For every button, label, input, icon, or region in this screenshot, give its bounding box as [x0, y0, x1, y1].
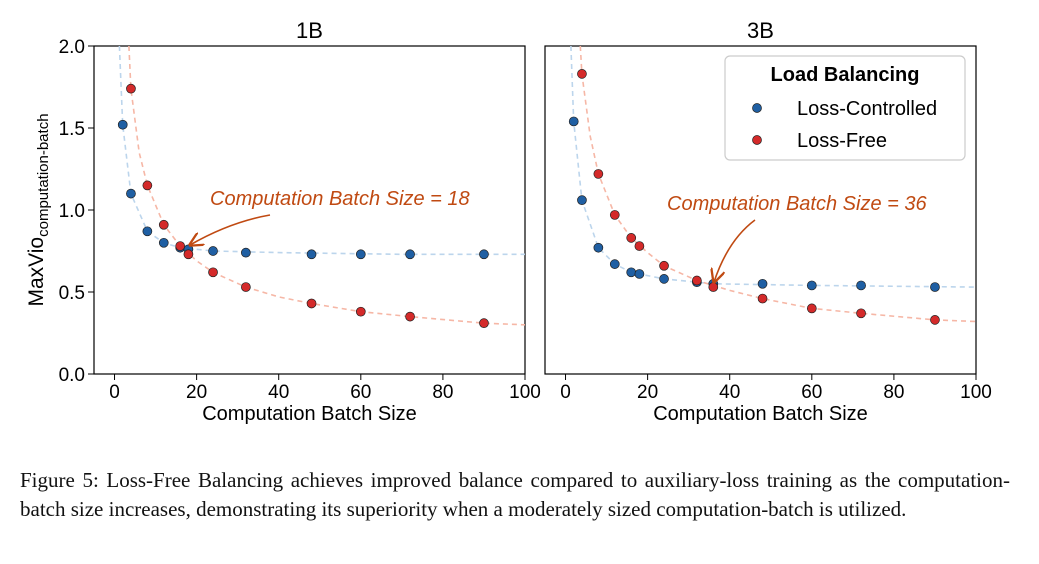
- annotation-arrow: [190, 214, 271, 245]
- x-tick-label: 100: [509, 382, 541, 403]
- data-point-loss-controlled: [405, 249, 415, 260]
- legend-entry-loss-free: Loss-Free: [797, 130, 887, 152]
- data-point-loss-free: [479, 318, 489, 329]
- data-point-loss-free: [692, 275, 702, 286]
- y-tick-label: 1.5: [59, 119, 85, 140]
- y-axis-label: MaxViocomputation-batch: [25, 113, 52, 306]
- x-tick-label: 0: [109, 382, 120, 403]
- x-tick-label: 40: [719, 382, 740, 403]
- x-axis-label: Computation Batch Size: [653, 403, 868, 425]
- data-point-loss-controlled: [355, 249, 366, 260]
- data-point-loss-free: [806, 303, 817, 314]
- data-point-loss-controlled: [856, 280, 866, 291]
- data-point-loss-controlled: [593, 242, 604, 253]
- data-point-loss-free: [593, 169, 604, 179]
- data-point-loss-free: [930, 315, 940, 325]
- x-tick-label: 80: [883, 382, 904, 403]
- y-tick-label: 1.0: [59, 201, 85, 222]
- data-point-loss-free: [757, 293, 768, 304]
- data-point-loss-controlled: [930, 282, 940, 292]
- data-point-loss-controlled: [659, 274, 669, 284]
- x-tick-label: 0: [560, 382, 571, 403]
- data-point-loss-free: [142, 180, 153, 191]
- data-point-loss-free: [175, 241, 186, 251]
- legend: Load Balancing Loss-Controlled Loss-Free: [724, 55, 966, 161]
- data-point-loss-controlled: [634, 269, 645, 279]
- chart-panel: 1B 0 20 40 60 80 100 0.0 0.5 1.0 1.5 2.0 Computation…: [59, 18, 541, 425]
- y-axis-label-subscript: computation-batch: [35, 113, 52, 236]
- data-point-loss-free: [241, 282, 251, 292]
- data-point-loss-free: [405, 311, 415, 322]
- chart-panel: 3B 0 20 40 60 80 100 Computation Batch Size Comp…: [544, 18, 992, 425]
- x-tick-label: 60: [801, 382, 822, 403]
- data-point-loss-free: [626, 233, 637, 243]
- data-point-loss-controlled: [306, 249, 317, 260]
- data-point-loss-free: [577, 69, 587, 79]
- data-point-loss-free: [208, 267, 218, 278]
- plot-frame: [93, 45, 526, 375]
- data-point-loss-free: [634, 241, 645, 251]
- legend-marker-loss-controlled: [752, 103, 762, 113]
- chart-title: 3B: [747, 18, 774, 43]
- data-point-loss-controlled: [806, 280, 817, 291]
- x-tick-label: 80: [432, 382, 453, 403]
- data-point-loss-free: [355, 306, 366, 317]
- data-point-loss-controlled: [142, 226, 153, 237]
- data-point-loss-controlled: [626, 267, 637, 278]
- legend-marker-loss-free: [752, 135, 762, 145]
- plot-frame: [544, 45, 977, 375]
- chart-title: 1B: [296, 18, 323, 43]
- data-point-loss-controlled: [126, 188, 136, 199]
- y-tick-label: 0.5: [59, 283, 85, 304]
- data-point-loss-controlled: [757, 278, 768, 289]
- data-point-loss-controlled: [568, 116, 579, 127]
- data-point-loss-controlled: [609, 259, 620, 269]
- x-axis-label: Computation Batch Size: [202, 403, 417, 425]
- x-tick-label: 100: [960, 382, 992, 403]
- data-point-loss-controlled: [241, 247, 251, 258]
- data-point-loss-controlled: [577, 195, 587, 206]
- x-tick-label: 40: [268, 382, 289, 403]
- annotation-text: Computation Batch Size = 18: [210, 188, 470, 210]
- data-point-loss-controlled: [479, 249, 489, 260]
- trend-line-loss-free: [128, 46, 525, 326]
- data-point-loss-controlled: [158, 237, 169, 248]
- data-point-loss-free: [158, 219, 169, 230]
- y-tick-label: 0.0: [59, 365, 85, 386]
- trend-line-loss-controlled: [118, 46, 525, 256]
- figure-caption: Figure 5: Loss-Free Balancing achieves i…: [20, 468, 1010, 521]
- data-point-loss-free: [659, 260, 669, 271]
- data-point-loss-free: [126, 83, 136, 94]
- annotation-arrow: [714, 219, 756, 282]
- x-tick-label: 20: [186, 382, 207, 403]
- data-point-loss-controlled: [117, 119, 128, 130]
- x-tick-label: 20: [637, 382, 658, 403]
- figure: MaxViocomputation-batch 1B 0 20 40 60 80 100 0.…: [25, 18, 992, 425]
- y-tick-label: 2.0: [59, 37, 85, 58]
- data-point-loss-free: [609, 210, 620, 220]
- data-point-loss-free: [708, 282, 719, 292]
- legend-entry-loss-controlled: Loss-Controlled: [797, 98, 937, 120]
- y-axis-label-main: MaxVio: [25, 237, 48, 307]
- data-point-loss-free: [306, 298, 317, 309]
- legend-title: Load Balancing: [771, 64, 920, 86]
- data-point-loss-free: [856, 308, 866, 319]
- legend-box: [724, 55, 966, 161]
- data-point-loss-free: [183, 249, 194, 260]
- annotation-text: Computation Batch Size = 36: [667, 193, 927, 215]
- x-tick-label: 60: [350, 382, 371, 403]
- data-point-loss-controlled: [208, 246, 218, 256]
